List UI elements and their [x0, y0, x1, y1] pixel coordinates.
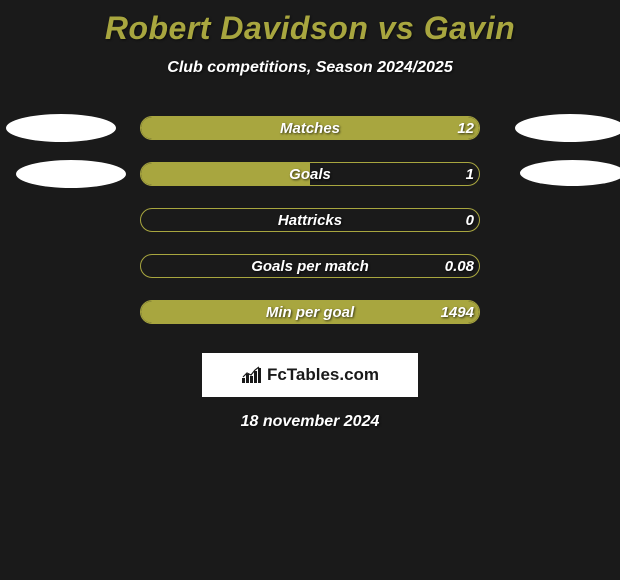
stats-container: Robert Davidson vs Gavin Club competitio…	[0, 0, 620, 580]
stat-row: Goals per match 0.08	[0, 243, 620, 289]
chart-area: Matches 12 Goals 1 Hattricks 0 Goals per…	[0, 105, 620, 335]
logo-box: FcTables.com	[202, 353, 418, 397]
stat-value: 0	[466, 212, 474, 229]
stat-label: Goals	[289, 166, 331, 183]
stat-label: Goals per match	[251, 258, 369, 275]
stat-label: Matches	[280, 120, 340, 137]
stat-value: 0.08	[445, 258, 474, 275]
logo-text: FcTables.com	[267, 365, 379, 385]
stat-row: Hattricks 0	[0, 197, 620, 243]
date-text: 18 november 2024	[0, 413, 620, 431]
chart-icon	[241, 366, 263, 384]
stat-value: 12	[457, 120, 474, 137]
stat-row: Min per goal 1494	[0, 289, 620, 335]
page-title: Robert Davidson vs Gavin	[0, 0, 620, 47]
subtitle: Club competitions, Season 2024/2025	[0, 59, 620, 77]
stat-value: 1	[466, 166, 474, 183]
stat-row: Matches 12	[0, 105, 620, 151]
stat-label: Hattricks	[278, 212, 342, 229]
stat-label: Min per goal	[266, 304, 354, 321]
bar-fill	[141, 163, 310, 185]
stat-row: Goals 1	[0, 151, 620, 197]
stat-value: 1494	[441, 304, 474, 321]
